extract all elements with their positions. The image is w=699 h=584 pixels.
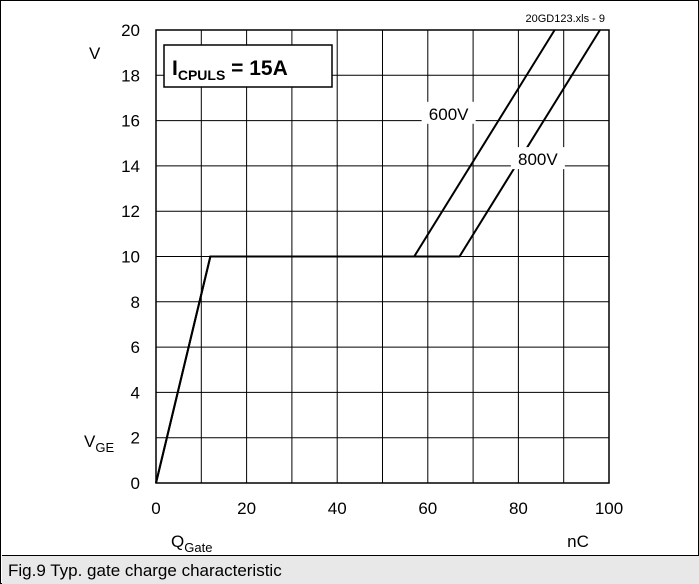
y-tick-label: 8 <box>131 293 140 312</box>
y-tick-label: 4 <box>131 383 140 402</box>
x-axis-label: QGate <box>171 532 212 555</box>
y-tick-label: 12 <box>121 202 140 221</box>
figure-caption: Fig.9 Typ. gate charge characteristic <box>8 561 282 580</box>
x-tick-label: 60 <box>418 499 437 518</box>
file-label: 20GD123.xls - 9 <box>526 13 605 25</box>
series-label-bg <box>510 147 565 170</box>
y-unit-label: V <box>89 44 101 63</box>
x-unit-label: nC <box>567 532 589 551</box>
x-tick-label: 20 <box>237 499 256 518</box>
y-tick-label: 16 <box>121 112 140 131</box>
caption-bar: Fig.9 Typ. gate charge characteristic <box>2 555 699 584</box>
y-tick-label: 2 <box>131 429 140 448</box>
y-tick-label: 6 <box>131 338 140 357</box>
series-line-800v <box>155 29 601 484</box>
x-tick-label: 0 <box>151 499 160 518</box>
plot-border <box>155 29 610 484</box>
annotation-text: ICPULS = 15A <box>172 57 288 83</box>
y-axis-label: VGE <box>84 432 114 455</box>
x-tick-label: 40 <box>328 499 347 518</box>
y-tick-label: 14 <box>121 157 140 176</box>
x-tick-label: 80 <box>509 499 528 518</box>
y-tick-label: 18 <box>121 66 140 85</box>
y-tick-label: 0 <box>131 474 140 493</box>
series-label: 800V <box>518 150 558 169</box>
y-tick-label: 20 <box>121 21 140 40</box>
series-label-bg <box>421 101 476 124</box>
series-label: 600V <box>429 105 469 124</box>
x-tick-label: 100 <box>595 499 623 518</box>
annotation-box <box>163 44 333 88</box>
y-tick-label: 10 <box>121 248 140 267</box>
